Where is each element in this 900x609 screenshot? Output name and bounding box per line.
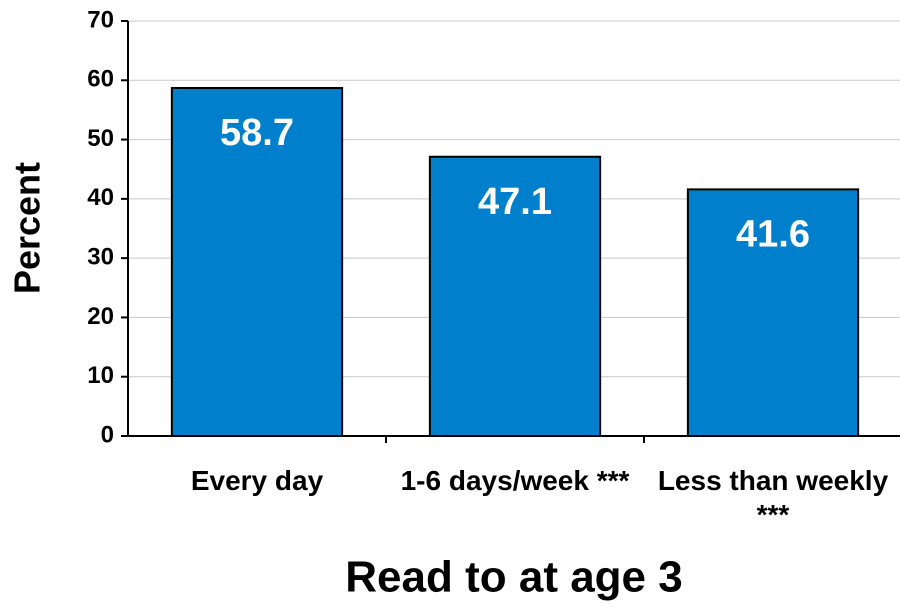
y-tick-label: 10	[87, 362, 114, 389]
data-label: 47.1	[478, 181, 552, 223]
y-tick-label: 60	[87, 66, 114, 93]
y-tick-label: 0	[101, 421, 114, 448]
chart-title: Read to at age 3	[345, 553, 682, 602]
x-tick-label: Every day	[190, 465, 324, 496]
y-tick-label: 30	[87, 243, 114, 270]
x-tick-label: 1-6 days/week ***	[400, 465, 630, 496]
bar	[428, 155, 602, 437]
y-tick-label: 40	[87, 184, 114, 211]
data-label: 41.6	[736, 213, 810, 255]
y-tick-label: 50	[87, 125, 114, 152]
data-label: 58.7	[220, 112, 294, 154]
x-tick-label: Less than weekly ***	[657, 465, 889, 530]
y-axis-label: Percent	[7, 162, 48, 294]
y-tick-label: 70	[87, 6, 114, 33]
y-tick-label: 20	[87, 303, 114, 330]
bar	[686, 188, 860, 437]
bar	[170, 86, 344, 437]
